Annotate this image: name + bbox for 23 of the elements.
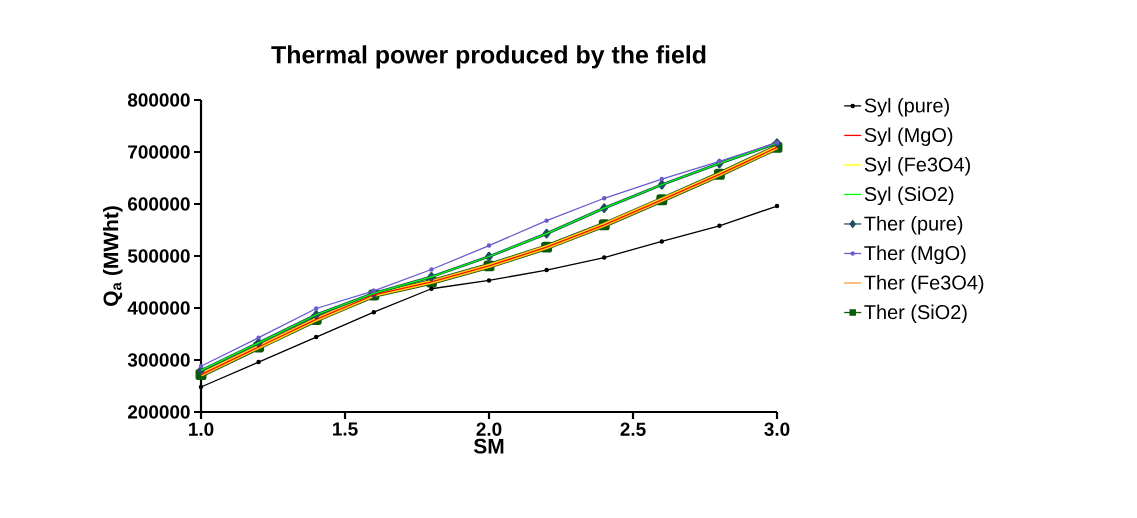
chart-title: Thermal power produced by the field	[271, 45, 706, 69]
legend-label: Syl (SiO2)	[864, 186, 954, 206]
y-tick-label: 300000	[127, 353, 190, 367]
legend-label: Ther (MgO)	[864, 245, 966, 265]
x-tick-label: 2.0	[476, 422, 502, 436]
x-tick-label: 2.5	[620, 422, 646, 436]
y-tick-label: 500000	[127, 249, 190, 263]
x-tick-label: 1.0	[189, 422, 214, 436]
y-tick-label: 400000	[127, 301, 190, 315]
x-tick-label: 1.5	[333, 422, 358, 436]
x-axis-title: SM	[473, 438, 504, 454]
legend-label: Syl (MgO)	[864, 127, 953, 147]
x-tick-label: 3.0	[764, 422, 790, 436]
y-tick-label: 800000	[127, 93, 190, 107]
legend-label: Ther (pure)	[864, 216, 963, 235]
legend-label: Syl (Fe3O4)	[864, 156, 970, 176]
y-tick-label: 200000	[127, 405, 190, 419]
legend-label: Ther (SiO2)	[864, 304, 967, 324]
y-axis-title: Q$_{a}$ (MWht)	[102, 206, 123, 306]
y-tick-label: 600000	[128, 197, 190, 211]
legend-label: Syl (pure)	[864, 97, 949, 117]
y-tick-label: 700000	[128, 145, 190, 159]
legend-label: Ther (Fe3O4)	[864, 275, 984, 294]
